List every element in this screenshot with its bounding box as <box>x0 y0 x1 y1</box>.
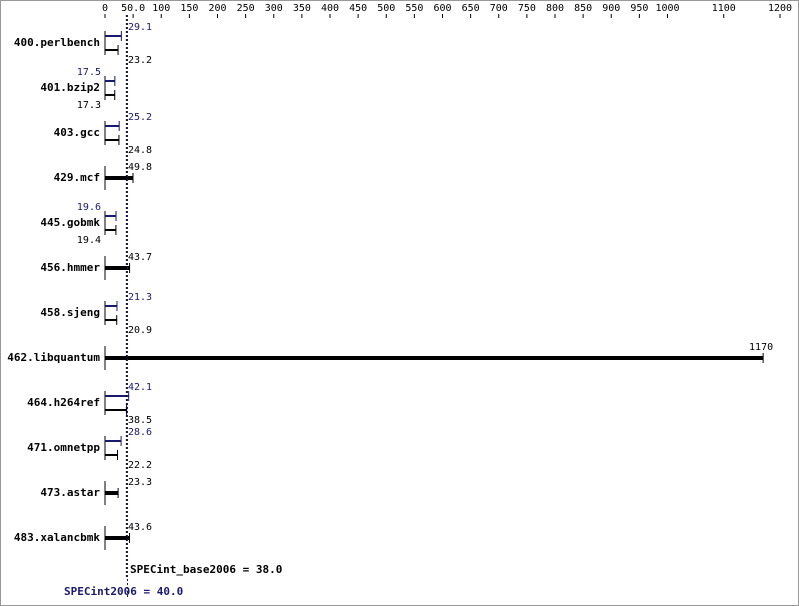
value-label: 49.8 <box>128 162 152 173</box>
x-tick-label: 800 <box>546 3 564 14</box>
x-tick-label: 500 <box>377 3 395 14</box>
value-label: 21.3 <box>128 292 152 303</box>
score-label: SPECint2006 = 40.0 <box>64 585 183 598</box>
category-label: 456.hmmer <box>40 261 100 274</box>
x-tick-label: 50.0 <box>121 3 145 14</box>
x-tick-label: 650 <box>462 3 480 14</box>
x-tick-label: 400 <box>321 3 339 14</box>
value-label: 38.5 <box>128 415 152 426</box>
category-label: 483.xalancbmk <box>14 531 100 544</box>
value-label: 25.2 <box>128 112 152 123</box>
x-tick-label: 250 <box>237 3 255 14</box>
x-tick-label: 200 <box>208 3 226 14</box>
value-label: 43.6 <box>128 522 152 533</box>
x-tick-label: 350 <box>293 3 311 14</box>
x-tick-label: 1000 <box>655 3 679 14</box>
value-label: 1170 <box>749 342 773 353</box>
value-label: 19.4 <box>77 235 101 246</box>
value-label: 23.3 <box>128 477 152 488</box>
score-label: SPECint_base2006 = 38.0 <box>130 563 282 576</box>
value-label: 28.6 <box>128 427 152 438</box>
category-label: 403.gcc <box>54 126 100 139</box>
x-tick-label: 150 <box>180 3 198 14</box>
category-label: 445.gobmk <box>40 216 100 229</box>
x-tick-label: 1200 <box>768 3 792 14</box>
x-tick-label: 1100 <box>712 3 736 14</box>
x-tick-label: 300 <box>265 3 283 14</box>
value-label: 23.2 <box>128 55 152 66</box>
x-tick-label: 450 <box>349 3 367 14</box>
x-tick-label: 600 <box>433 3 451 14</box>
value-label: 43.7 <box>128 252 152 263</box>
category-label: 473.astar <box>40 486 100 499</box>
x-tick-label: 850 <box>574 3 592 14</box>
category-label: 458.sjeng <box>40 306 100 319</box>
value-label: 17.5 <box>77 67 101 78</box>
value-label: 24.8 <box>128 145 152 156</box>
value-label: 29.1 <box>128 22 152 33</box>
category-label: 400.perlbench <box>14 36 100 49</box>
x-tick-label: 550 <box>405 3 423 14</box>
value-label: 20.9 <box>128 325 152 336</box>
value-label: 42.1 <box>128 382 152 393</box>
x-tick-label: 950 <box>630 3 648 14</box>
category-label: 471.omnetpp <box>27 441 100 454</box>
category-label: 401.bzip2 <box>40 81 100 94</box>
value-label: 22.2 <box>128 460 152 471</box>
x-tick-label: 900 <box>602 3 620 14</box>
x-tick-label: 700 <box>490 3 508 14</box>
x-tick-label: 0 <box>102 3 108 14</box>
category-label: 464.h264ref <box>27 396 100 409</box>
category-label: 462.libquantum <box>7 351 100 364</box>
x-tick-label: 100 <box>152 3 170 14</box>
category-label: 429.mcf <box>54 171 100 184</box>
value-label: 19.6 <box>77 202 101 213</box>
value-label: 17.3 <box>77 100 101 111</box>
x-tick-label: 750 <box>518 3 536 14</box>
